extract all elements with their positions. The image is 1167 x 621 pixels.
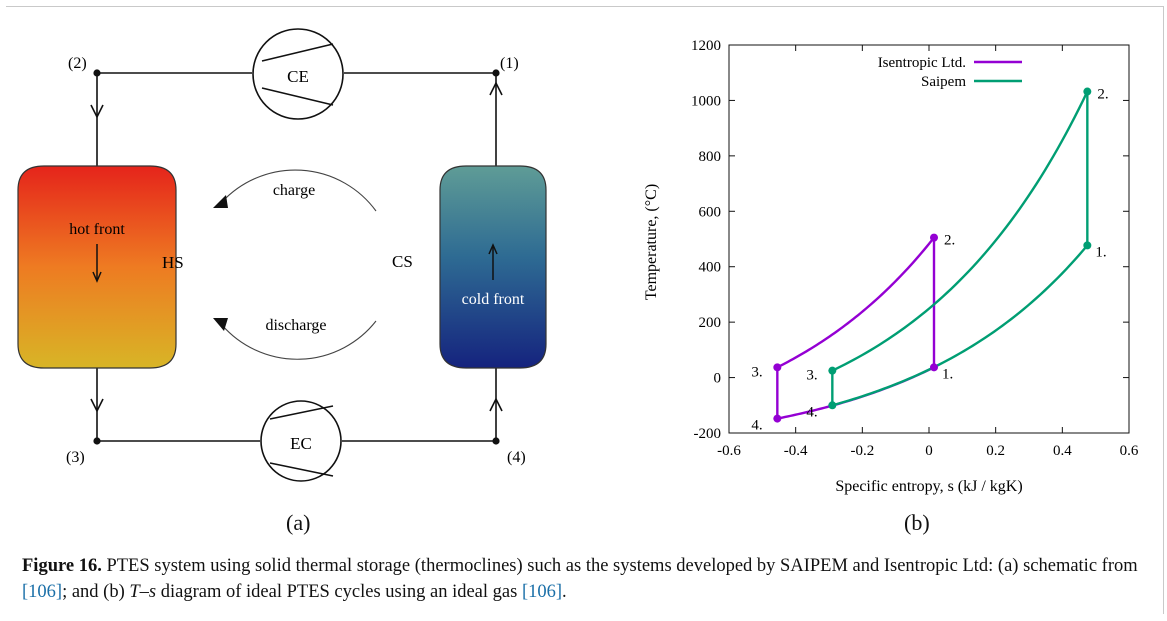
flow-arrow-up-icon (489, 81, 503, 96)
node-2-dot (93, 69, 101, 77)
y-tick-label: 800 (699, 149, 722, 165)
series-0-state-label: 3. (751, 364, 762, 380)
series-1-state-label: 1. (1095, 244, 1106, 260)
series-0-state-label: 2. (944, 233, 955, 249)
expander-ec: EC (260, 400, 342, 482)
node-3-dot (93, 437, 101, 445)
y-tick-label: 1000 (691, 93, 721, 109)
y-tick-label: 1200 (691, 38, 721, 54)
reference-link-106[interactable]: [106] (521, 582, 563, 602)
series-1-state-point (1083, 87, 1092, 96)
caption-text-1: PTES system using solid thermal storage … (101, 556, 1138, 576)
plot-frame (728, 44, 1130, 434)
series-0-state-point (930, 233, 938, 242)
series-0-low-isobar (777, 366, 935, 420)
hot-front-label: hot front (69, 221, 125, 238)
series-0-state-point (773, 363, 782, 372)
series-0-state-point (773, 414, 782, 423)
discharge-arrow-icon (213, 318, 228, 331)
figure-number: Figure 16. (22, 556, 102, 576)
cs-label: CS (392, 252, 413, 271)
compressor-ce: CE (252, 28, 344, 120)
x-tick-label: -0.2 (850, 443, 874, 459)
legend-label: Saipem (921, 74, 966, 90)
cold-front-label: cold front (462, 291, 525, 308)
charge-label: charge (273, 182, 315, 199)
schematic: CE EC hot front HS cold front CS charge … (17, 28, 547, 482)
y-tick-label: 600 (699, 204, 722, 220)
y-axis-label: Temperature, (°C) (643, 184, 660, 300)
series-1-state-label: 2. (1097, 87, 1108, 103)
panel-a-label: (a) (286, 510, 311, 535)
y-tick-label: 400 (699, 260, 722, 276)
ts-italic: T–s (129, 582, 157, 602)
hs-label: HS (162, 253, 184, 272)
series-0-state-label: 1. (942, 366, 953, 382)
flow-arrow-down-icon (90, 398, 104, 413)
node-4-label: (4) (507, 449, 526, 466)
y-tick-label: 0 (714, 371, 722, 387)
x-tick-label: 0.4 (1053, 443, 1072, 459)
y-tick-label: -200 (694, 426, 722, 442)
node-3-label: (3) (66, 449, 85, 466)
series-1-state-label: 4. (806, 404, 817, 420)
series-1-state-point (828, 366, 837, 375)
chart-legend: Isentropic Ltd. Saipem (878, 55, 1022, 90)
panel-b-label: (b) (904, 510, 930, 535)
node-2-label: (2) (68, 55, 87, 72)
charge-arc (221, 169, 377, 212)
discharge-label: discharge (265, 317, 326, 334)
x-tick-label: 0.6 (1120, 443, 1139, 459)
reference-link-106[interactable]: [106] (22, 582, 63, 602)
x-tick-label: -0.4 (784, 443, 808, 459)
node-4-dot (492, 437, 500, 445)
legend-label: Isentropic Ltd. (878, 55, 966, 71)
y-tick-label: 200 (699, 315, 722, 331)
caption-text-2: ; and (b) (62, 582, 130, 602)
figure-frame (6, 6, 1164, 614)
series-0-high-isobar (776, 236, 935, 369)
x-tick-label: 0.2 (986, 443, 1005, 459)
caption-text-4: . (562, 582, 567, 602)
series-1-state-point (1083, 241, 1092, 250)
flow-arrow-up-icon (489, 397, 503, 412)
series-1-state-label: 3. (806, 368, 817, 384)
ce-label: CE (287, 67, 309, 86)
series-0-state-point (930, 363, 938, 372)
cold-front-arrow-icon (488, 243, 498, 280)
series-1-state-point (828, 401, 837, 410)
ts-chart: -0.6 -0.4 -0.2 0 0.2 0.4 0.6 -200 0 200 400 600 800 1… (643, 38, 1139, 495)
caption-text-3: diagram of ideal PTES cycles using an id… (156, 582, 522, 602)
ec-label: EC (290, 434, 312, 453)
charge-arrow-icon (213, 195, 228, 208)
series-1-high-isobar (831, 91, 1089, 372)
hot-front-arrow-icon (92, 244, 102, 283)
series-0-state-label: 4. (751, 418, 762, 434)
node-1-label: (1) (500, 55, 519, 72)
x-tick-label: 0 (925, 443, 933, 459)
series-1-low-isobar (832, 244, 1089, 407)
node-1-dot (492, 69, 500, 77)
x-axis-label: Specific entropy, s (kJ / kgK) (835, 478, 1022, 495)
x-tick-label: -0.6 (717, 443, 741, 459)
flow-arrow-down-icon (90, 104, 104, 119)
discharge-arc (221, 320, 377, 360)
figure-caption: Figure 16. PTES system using solid therm… (22, 553, 1147, 605)
